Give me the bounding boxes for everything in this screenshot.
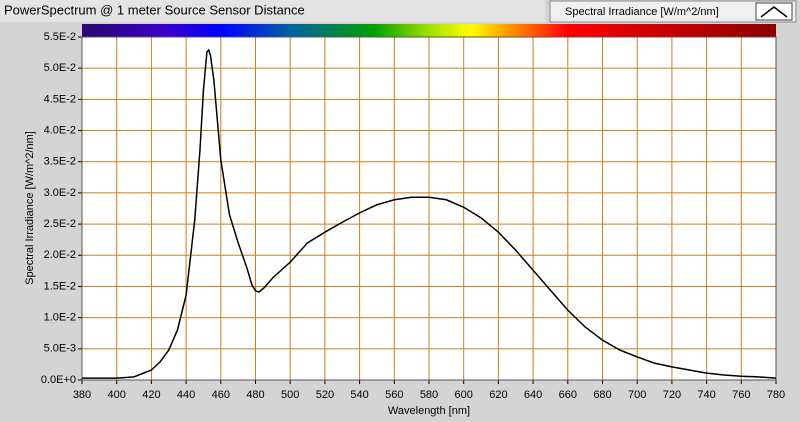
spectrum-bar <box>82 24 776 37</box>
y-tick-label: 1.0E-2 <box>44 312 76 324</box>
x-tick-label: 720 <box>663 389 681 401</box>
x-tick-label: 680 <box>593 389 611 401</box>
x-tick-label: 580 <box>420 389 438 401</box>
legend <box>549 0 797 23</box>
y-tick-label: 4.0E-2 <box>44 124 76 136</box>
series-line <box>82 48 777 379</box>
y-tick-label: 2.0E-2 <box>44 249 76 261</box>
x-tick-label: 560 <box>385 389 403 401</box>
plot-border <box>81 36 777 381</box>
y-tick-label: 5.0E-2 <box>44 62 76 74</box>
x-axis-label: Wavelength [nm] <box>388 405 470 417</box>
x-tick-label: 380 <box>73 389 91 401</box>
legend-label: Spectral Irradiance [W/m^2/nm] <box>565 6 719 18</box>
x-tick-label: 780 <box>767 389 785 401</box>
chart-title: PowerSpectrum @ 1 meter Source Sensor Di… <box>4 2 305 17</box>
x-tick-label: 460 <box>212 389 230 401</box>
x-tick-label: 480 <box>246 389 264 401</box>
x-tick-label: 540 <box>350 389 368 401</box>
x-tick-label: 420 <box>142 389 160 401</box>
y-axis-label: Spectral Irradiance [W/m^2/nm] <box>24 131 36 285</box>
x-tick-label: 400 <box>108 389 126 401</box>
x-tick-label: 520 <box>316 389 334 401</box>
x-tick-label: 640 <box>524 389 542 401</box>
legend-swatch <box>755 2 793 21</box>
y-tick-label: 3.0E-2 <box>44 187 76 199</box>
x-tick-label: 600 <box>455 389 473 401</box>
x-tick-label: 740 <box>697 389 715 401</box>
y-tick-label: 0.0E+0 <box>41 374 76 386</box>
y-tick-label: 4.5E-2 <box>44 93 76 105</box>
legend-line <box>760 6 788 18</box>
y-tick-label: 5.5E-2 <box>44 31 76 43</box>
title-bar <box>0 0 545 22</box>
x-tick-label: 500 <box>281 389 299 401</box>
y-tick-label: 2.5E-2 <box>44 218 76 230</box>
x-tick-label: 620 <box>489 389 507 401</box>
x-tick-label: 700 <box>628 389 646 401</box>
y-tick-label: 5.0E-3 <box>44 343 76 355</box>
y-tick-label: 3.5E-2 <box>44 156 76 168</box>
y-tick-label: 1.5E-2 <box>44 280 76 292</box>
x-tick-label: 660 <box>559 389 577 401</box>
x-tick-label: 760 <box>732 389 750 401</box>
x-tick-label: 440 <box>177 389 195 401</box>
